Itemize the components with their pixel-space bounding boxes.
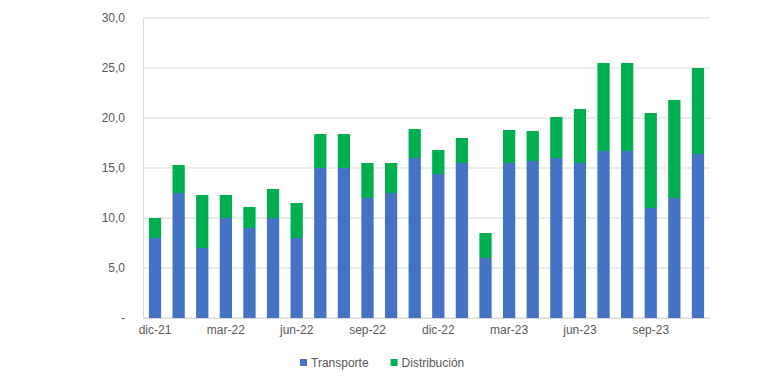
- tick: 20,0: [102, 111, 143, 125]
- bar: [550, 117, 562, 158]
- tick: sep-23: [632, 318, 669, 337]
- bar: [149, 218, 161, 238]
- legend-swatch: [300, 359, 307, 366]
- bar: [432, 150, 444, 174]
- tick: jun-23: [562, 318, 597, 337]
- tick-label: 25,0: [102, 61, 126, 75]
- bar: [550, 158, 562, 318]
- x-axis: dic-21 mar-22 jun-22 sep-22 dic-22 mar-23 jun-…: [139, 318, 711, 337]
- series-bars: [149, 151, 704, 318]
- bar: [527, 131, 539, 161]
- tick: sep-22: [349, 318, 386, 337]
- bar: [574, 109, 586, 163]
- bar: [645, 208, 657, 318]
- axis-line: [144, 318, 711, 319]
- grid-line: [143, 18, 710, 19]
- chart: - 5,0 10,0 15,0 20,0 25,0 30,0 dic-21 mar-22 jun-…: [0, 0, 770, 386]
- bar: [196, 195, 208, 248]
- y-axis: - 5,0 10,0 15,0 20,0 25,0 30,0: [102, 11, 144, 325]
- bar: [692, 68, 704, 154]
- tick-label: 30,0: [102, 11, 126, 25]
- bar: [220, 218, 232, 318]
- tick: dic-21: [139, 318, 172, 337]
- bar: [479, 233, 491, 258]
- tick-label: mar-22: [207, 323, 245, 337]
- bar: [361, 163, 373, 198]
- tick: 5,0: [108, 261, 143, 275]
- tick-label: 15,0: [102, 161, 126, 175]
- bar: [479, 258, 491, 318]
- bar: [574, 163, 586, 318]
- legend-label: Transporte: [311, 356, 369, 370]
- bar: [196, 248, 208, 318]
- bars: [149, 63, 704, 318]
- bar: [385, 193, 397, 318]
- bar: [338, 168, 350, 318]
- bar: [668, 100, 680, 198]
- tick-label: mar-23: [490, 323, 528, 337]
- bar: [503, 163, 515, 318]
- tick-label: dic-22: [422, 323, 455, 337]
- tick-label: jun-22: [279, 323, 314, 337]
- bar: [432, 174, 444, 318]
- tick-label: -: [121, 311, 125, 325]
- tick-label: jun-23: [562, 323, 597, 337]
- bar: [291, 203, 303, 238]
- bar: [220, 195, 232, 218]
- tick: 15,0: [102, 161, 143, 175]
- bar: [597, 63, 609, 151]
- bar: [267, 218, 279, 318]
- bar: [527, 161, 539, 318]
- bar: [385, 163, 397, 193]
- tick-label: 10,0: [102, 211, 126, 225]
- bar: [243, 228, 255, 318]
- tick-label: sep-22: [349, 323, 386, 337]
- tick: 30,0: [102, 11, 143, 25]
- bar: [621, 63, 633, 151]
- tick-label: 5,0: [108, 261, 125, 275]
- tick: mar-22: [207, 318, 245, 337]
- bar: [314, 134, 326, 168]
- tick-label: 20,0: [102, 111, 126, 125]
- bar: [173, 193, 185, 318]
- bar: [621, 151, 633, 318]
- bar: [149, 238, 161, 318]
- plot: - 5,0 10,0 15,0 20,0 25,0 30,0 dic-21 mar-22 jun-…: [102, 11, 711, 336]
- bar: [645, 113, 657, 208]
- tick-label: sep-23: [632, 323, 669, 337]
- tick: 25,0: [102, 61, 143, 75]
- bar: [503, 130, 515, 163]
- bar: [267, 189, 279, 218]
- bar: [361, 198, 373, 318]
- tick: dic-22: [422, 318, 455, 337]
- tick: mar-23: [490, 318, 528, 337]
- legend: Transporte Distribución: [300, 356, 464, 370]
- tick: 10,0: [102, 211, 143, 225]
- bar: [291, 238, 303, 318]
- axis-line: [143, 19, 144, 319]
- bar: [314, 168, 326, 318]
- bar: [338, 134, 350, 168]
- bar: [668, 198, 680, 318]
- bar: [243, 207, 255, 228]
- bar: [456, 163, 468, 318]
- bar: [456, 138, 468, 163]
- series-bars: [149, 63, 704, 258]
- bar: [173, 165, 185, 193]
- bar: [409, 129, 421, 158]
- tick: jun-22: [279, 318, 314, 337]
- legend-item: Transporte: [300, 356, 369, 370]
- tick-label: dic-21: [139, 323, 172, 337]
- bar: [692, 154, 704, 318]
- legend-swatch: [391, 359, 398, 366]
- legend-item: Distribución: [391, 356, 465, 370]
- legend-label: Distribución: [402, 356, 465, 370]
- bar: [409, 158, 421, 318]
- bar: [597, 151, 609, 318]
- grid: [143, 18, 710, 318]
